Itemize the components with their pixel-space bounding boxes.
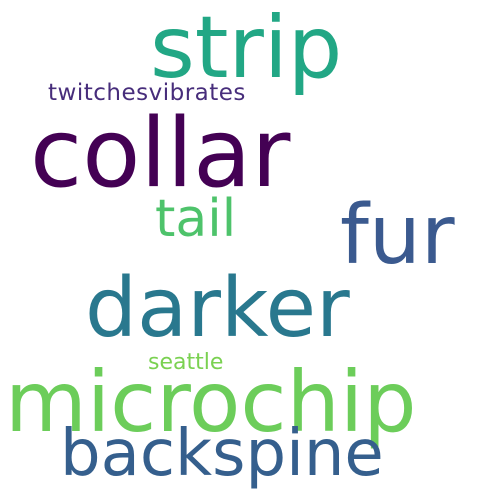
word-tail: tail xyxy=(155,189,237,249)
word-twitchesvibrates: twitchesvibrates xyxy=(48,80,246,106)
word-collar: collar xyxy=(30,99,291,209)
word-fur: fur xyxy=(340,188,455,283)
word-seattle: seattle xyxy=(148,350,224,375)
word-backspine: backspine xyxy=(60,417,384,491)
word-darker: darker xyxy=(85,261,350,356)
word-microchip: microchip xyxy=(5,353,417,451)
word-strip: strip xyxy=(150,0,343,98)
